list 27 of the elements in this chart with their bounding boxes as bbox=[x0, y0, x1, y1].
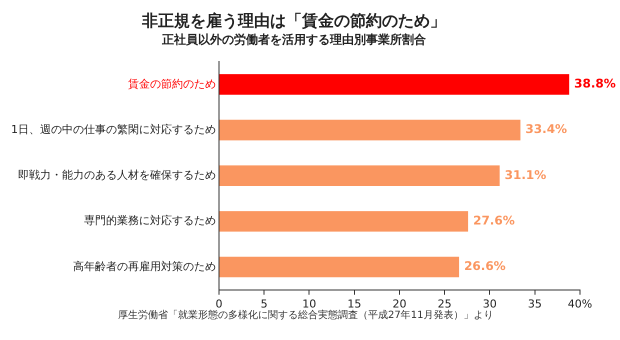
x-tick-label: 40% bbox=[568, 297, 592, 310]
x-tick-label: 25 bbox=[438, 297, 452, 310]
bar bbox=[220, 120, 520, 140]
x-tick-label: 15 bbox=[347, 297, 362, 310]
bar bbox=[220, 211, 468, 232]
y-tick-label: 専門的業務に対応するため bbox=[84, 214, 216, 228]
bar bbox=[220, 74, 570, 95]
x-tick-label: 35 bbox=[528, 297, 542, 310]
x-tick-label: 10 bbox=[302, 297, 316, 310]
chart-title: 非正規を雇う理由は「賃金の節約のため」 bbox=[141, 10, 446, 30]
y-tick-label: 高年齢者の再雇用対策のため bbox=[73, 260, 216, 273]
x-tick-label: 20 bbox=[392, 297, 406, 310]
x-tick-label: 5 bbox=[260, 297, 268, 310]
y-tick-label: 1日、週の中の仕事の繁閑に対応するため bbox=[11, 122, 216, 136]
bar bbox=[220, 165, 500, 186]
data-label: 33.4% bbox=[525, 122, 568, 136]
y-tick-label: 即戦力・能力のある人材を確保するため bbox=[18, 168, 216, 182]
data-label: 31.1% bbox=[504, 168, 546, 182]
bar bbox=[220, 256, 460, 278]
text: 厚生労働省「就業形態の多様化に関する総合実態調査（平成27年11月発表）」より bbox=[118, 309, 494, 321]
data-label: 26.6% bbox=[464, 259, 506, 274]
data-label: 38.8% bbox=[574, 76, 616, 91]
y-tick-label: 賃金の節約のため bbox=[128, 77, 216, 90]
data-label: 27.6% bbox=[473, 213, 515, 228]
x-tick-label: 30 bbox=[482, 297, 497, 310]
x-tick-label: 0 bbox=[216, 297, 222, 310]
chart-subtitle: 正社員以外の労働者を活用する理由別事業所割合 bbox=[161, 32, 427, 47]
